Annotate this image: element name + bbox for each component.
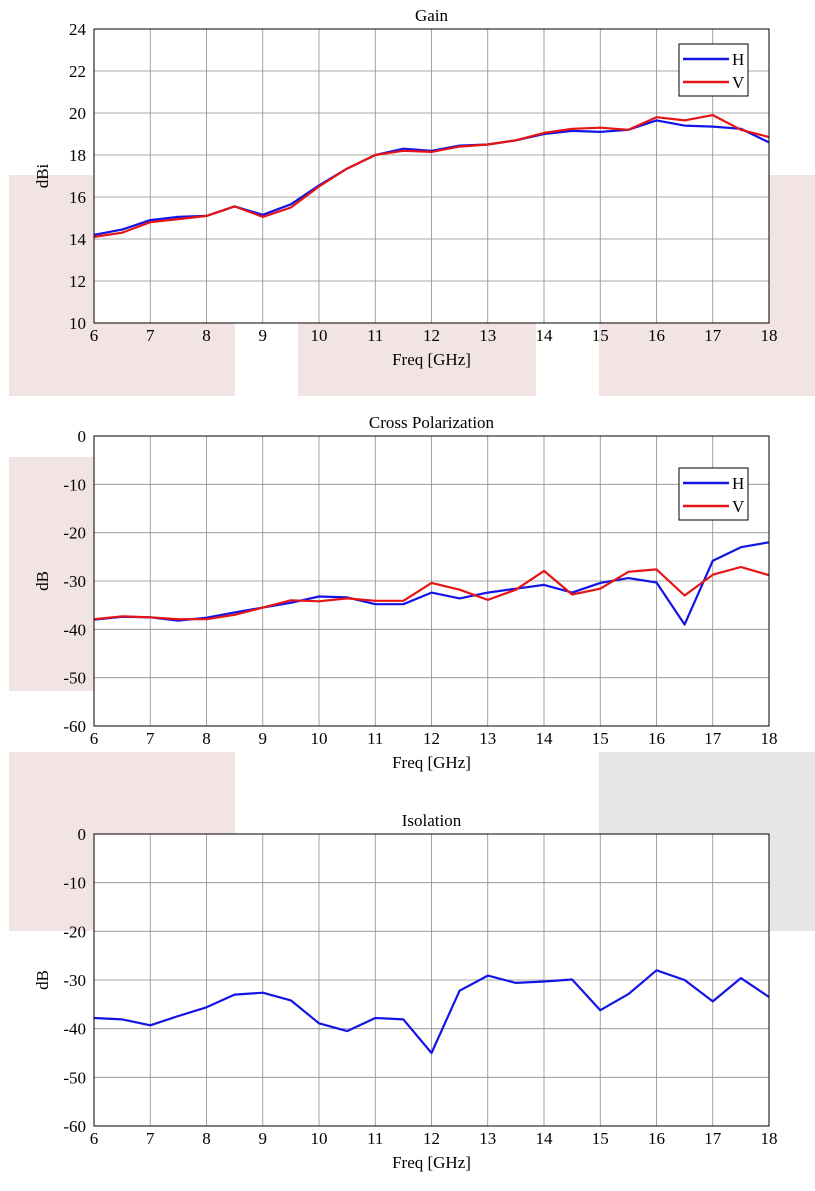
plot-frame: [93, 833, 770, 1127]
chart-title: Isolation: [402, 811, 462, 830]
x-tick-label: 8: [202, 326, 211, 345]
y-tick-label: -40: [63, 1020, 86, 1039]
y-tick-label: -20: [63, 922, 86, 941]
legend-label-h: H: [732, 474, 744, 493]
y-tick-label: -20: [63, 524, 86, 543]
y-tick-label: -50: [63, 1068, 86, 1087]
x-tick-label: 10: [311, 729, 328, 748]
x-tick-label: 9: [259, 1129, 268, 1148]
x-axis-label: Freq [GHz]: [392, 753, 471, 772]
x-tick-label: 13: [479, 729, 496, 748]
x-tick-label: 14: [536, 729, 554, 748]
y-tick-label: 20: [69, 104, 86, 123]
chart-title: Cross Polarization: [369, 413, 495, 432]
chart-1: 6 7 8 9 10 11 12 13 14 15 16 17 18 10 12 14 16 18 20 22 24 Ga…: [33, 6, 778, 369]
x-tick-label: 18: [761, 729, 778, 748]
x-tick-label: 7: [146, 326, 155, 345]
plot-frame: [93, 435, 770, 727]
plots: 6 7 8 9 10 11 12 13 14 15 16 17 18 10 12 14 16 18 20 22 24 Ga…: [33, 6, 778, 1172]
x-tick-label: 18: [761, 1129, 778, 1148]
plot-frame: [93, 28, 770, 324]
x-tick-label: 10: [311, 326, 328, 345]
series-line: [93, 969, 770, 1055]
x-tick-label: 9: [259, 729, 268, 748]
y-tick-label: -10: [63, 874, 86, 893]
x-tick-label: 9: [259, 326, 268, 345]
x-axis-label: Freq [GHz]: [392, 1153, 471, 1172]
x-axis-label: Freq [GHz]: [392, 350, 471, 369]
y-axis-label: dB: [33, 970, 52, 990]
x-tick-label: 17: [704, 729, 722, 748]
x-tick-label: 6: [90, 1129, 99, 1148]
y-tick-label: 12: [69, 272, 86, 291]
x-tick-label: 11: [367, 1129, 383, 1148]
series-line-v: [93, 113, 770, 238]
legend: HV: [678, 467, 749, 521]
y-tick-label: -30: [63, 971, 86, 990]
y-tick-label: 10: [69, 314, 86, 333]
x-tick-label: 8: [202, 1129, 211, 1148]
x-tick-label: 12: [423, 729, 440, 748]
x-tick-label: 15: [592, 729, 609, 748]
y-tick-label: 16: [69, 188, 86, 207]
x-tick-label: 16: [648, 729, 665, 748]
chart-3: 6 7 8 9 10 11 12 13 14 15 16 17 18 -60 -50 -40 -30 -20 -10…: [33, 811, 778, 1172]
legend-box: [678, 467, 749, 521]
legend-box: [678, 43, 749, 97]
x-tick-label: 12: [423, 1129, 440, 1148]
y-tick-label: 14: [69, 230, 87, 249]
y-tick-label: -60: [63, 1117, 86, 1136]
legend-label-v: V: [732, 73, 745, 92]
y-tick-label: -10: [63, 475, 86, 494]
y-tick-label: 18: [69, 146, 86, 165]
x-tick-label: 11: [367, 326, 383, 345]
x-tick-label: 15: [592, 1129, 609, 1148]
x-tick-label: 17: [704, 1129, 722, 1148]
y-tick-label: 24: [69, 20, 87, 39]
legend-label-v: V: [732, 497, 745, 516]
x-tick-label: 15: [592, 326, 609, 345]
x-tick-label: 8: [202, 729, 211, 748]
chart-title: Gain: [415, 6, 449, 25]
legend: HV: [678, 43, 749, 97]
chart-2: 6 7 8 9 10 11 12 13 14 15 16 17 18 -60 -50 -40 -30 -20 -10…: [33, 413, 778, 772]
y-tick-label: -40: [63, 620, 86, 639]
y-axis-label: dB: [33, 571, 52, 591]
x-tick-label: 7: [146, 729, 155, 748]
series-line-h: [93, 541, 770, 626]
y-tick-label: -60: [63, 717, 86, 736]
x-tick-label: 7: [146, 1129, 155, 1148]
x-tick-label: 13: [479, 1129, 496, 1148]
legend-label-h: H: [732, 50, 744, 69]
x-tick-label: 11: [367, 729, 383, 748]
x-tick-label: 17: [704, 326, 722, 345]
x-tick-label: 6: [90, 326, 99, 345]
x-tick-label: 12: [423, 326, 440, 345]
y-tick-label: 0: [78, 427, 87, 446]
x-tick-label: 14: [536, 326, 554, 345]
x-tick-label: 13: [479, 326, 496, 345]
series-line-v: [93, 565, 770, 621]
x-tick-label: 16: [648, 326, 665, 345]
y-tick-label: -50: [63, 669, 86, 688]
y-tick-label: -30: [63, 572, 86, 591]
y-axis-label: dBi: [33, 163, 52, 188]
x-tick-label: 18: [761, 326, 778, 345]
x-tick-label: 6: [90, 729, 99, 748]
y-tick-label: 0: [78, 825, 87, 844]
x-tick-label: 16: [648, 1129, 665, 1148]
y-tick-label: 22: [69, 62, 86, 81]
x-tick-label: 10: [311, 1129, 328, 1148]
x-tick-label: 14: [536, 1129, 554, 1148]
